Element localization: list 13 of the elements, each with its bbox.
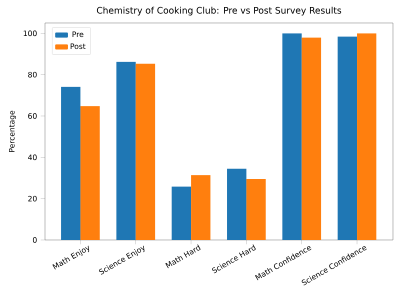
bar	[357, 33, 376, 240]
bar	[338, 36, 358, 240]
bar	[191, 175, 210, 240]
chart-title: Chemistry of Cooking Club: Pre vs Post Survey Results	[96, 6, 342, 16]
bar	[172, 186, 192, 240]
bar	[282, 33, 302, 240]
bar	[227, 168, 246, 240]
bar	[116, 62, 136, 240]
bar	[302, 38, 322, 240]
bar	[246, 179, 266, 240]
bar	[80, 106, 100, 240]
bar	[61, 86, 80, 240]
bar	[136, 64, 156, 240]
